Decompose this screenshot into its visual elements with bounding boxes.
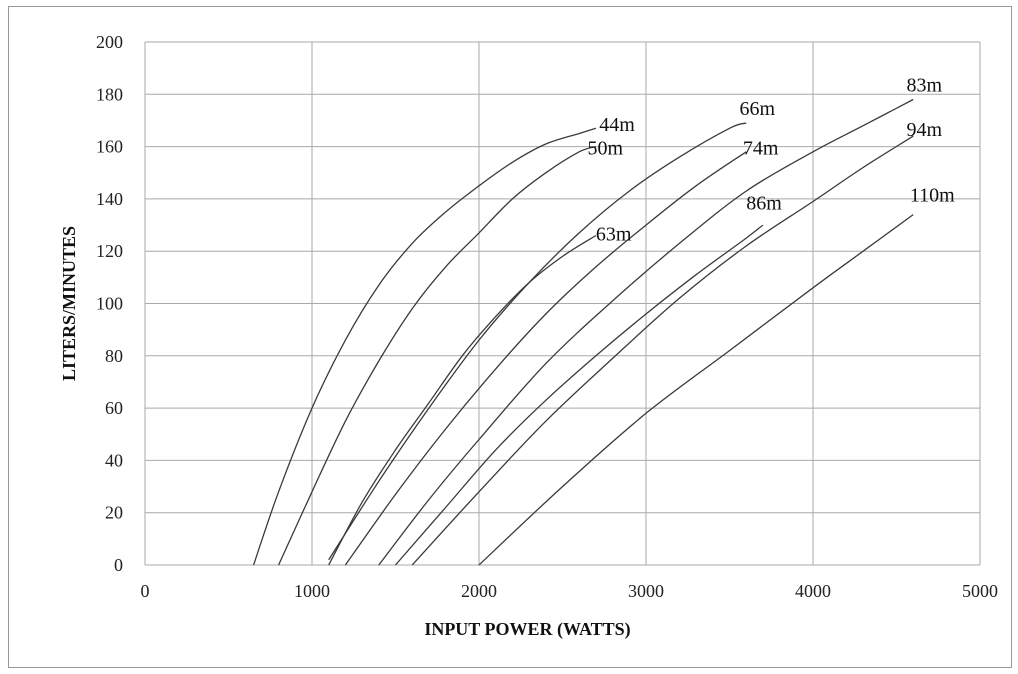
x-axis-title: INPUT POWER (WATTS) bbox=[424, 619, 630, 640]
x-tick-label: 4000 bbox=[795, 581, 831, 601]
series-label-63m: 63m bbox=[596, 224, 632, 246]
x-tick-label: 0 bbox=[141, 581, 150, 601]
series-label-86m: 86m bbox=[746, 192, 782, 214]
y-tick-label: 160 bbox=[96, 137, 123, 157]
series-line-110m bbox=[478, 214, 914, 566]
chart-frame bbox=[8, 6, 1012, 668]
x-tick-labels: 0 1000 2000 3000 4000 5000 bbox=[141, 581, 999, 601]
y-tick-label: 100 bbox=[96, 294, 123, 314]
series-line-44m bbox=[252, 127, 597, 566]
series-line-66m bbox=[328, 122, 747, 561]
series-label-74m: 74m bbox=[743, 137, 779, 159]
y-tick-label: 200 bbox=[96, 32, 123, 52]
x-tick-label: 1000 bbox=[294, 581, 330, 601]
y-tick-label: 60 bbox=[105, 398, 123, 418]
x-tick-label: 3000 bbox=[628, 581, 664, 601]
y-axis-title: LITERS/MINUTES bbox=[59, 226, 79, 381]
series-line-74m bbox=[344, 151, 747, 566]
series-line-94m bbox=[411, 135, 914, 566]
series-label-44m: 44m bbox=[599, 114, 635, 136]
x-tick-label: 2000 bbox=[461, 581, 497, 601]
y-tick-labels: 0 20 40 60 80 100 120 140 160 180 200 bbox=[96, 32, 123, 575]
series-label-83m: 83m bbox=[907, 75, 943, 97]
y-tick-label: 20 bbox=[105, 503, 123, 523]
series-label-66m: 66m bbox=[740, 98, 776, 120]
grid-lines bbox=[144, 41, 981, 566]
y-tick-label: 80 bbox=[105, 346, 123, 366]
series-line-63m bbox=[328, 234, 597, 566]
series-label-110m: 110m bbox=[910, 185, 955, 207]
series-label-94m: 94m bbox=[907, 119, 943, 141]
x-tick-label: 5000 bbox=[962, 581, 998, 601]
series-line-83m bbox=[378, 98, 914, 566]
y-tick-label: 120 bbox=[96, 241, 123, 261]
series-line-50m bbox=[278, 145, 597, 566]
y-tick-label: 0 bbox=[114, 555, 123, 575]
series-line-86m bbox=[395, 224, 764, 566]
y-tick-label: 40 bbox=[105, 450, 123, 470]
series-label-50m: 50m bbox=[588, 137, 624, 159]
y-tick-label: 180 bbox=[96, 84, 123, 104]
y-tick-label: 140 bbox=[96, 189, 123, 209]
series-lines bbox=[252, 98, 914, 566]
